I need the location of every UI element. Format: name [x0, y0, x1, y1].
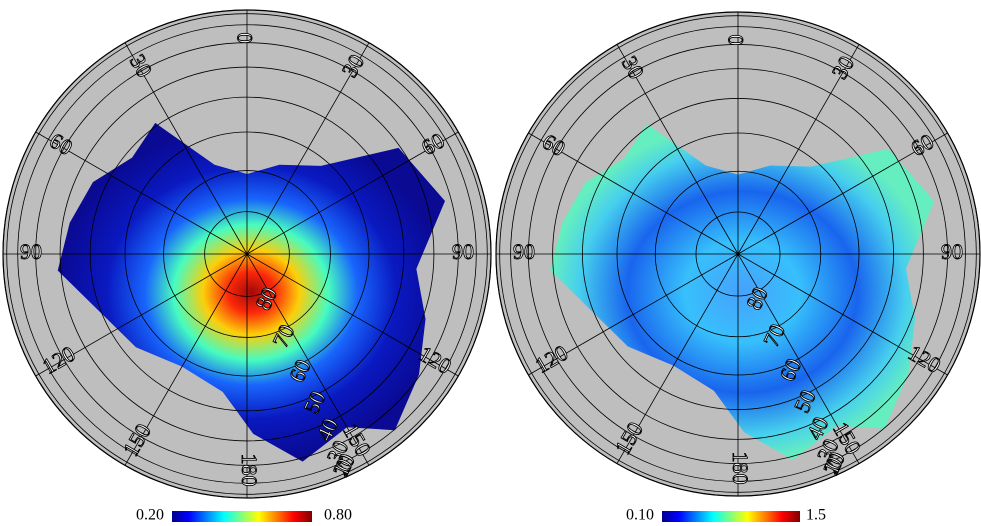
- longitude-label: 0: [232, 33, 257, 44]
- colorbar-min-label: 0.10: [626, 507, 654, 524]
- colorbar-max-label: 1.5: [806, 507, 826, 524]
- colorbar-min-label: 0.20: [136, 507, 164, 524]
- longitude-label: 90: [513, 239, 535, 264]
- longitude-label: 90: [941, 239, 963, 264]
- longitude-label: 180: [728, 452, 753, 485]
- longitude-label: 90: [452, 239, 474, 264]
- figure: 0306090120150180306090120150807060504030…: [0, 0, 981, 526]
- longitude-label: 180: [237, 454, 262, 487]
- longitude-label: 90: [20, 239, 42, 264]
- colorbar-max-label: 0.80: [324, 507, 352, 524]
- longitude-label: 0: [723, 35, 748, 46]
- colorbar: [662, 511, 800, 522]
- colorbar: [172, 511, 312, 522]
